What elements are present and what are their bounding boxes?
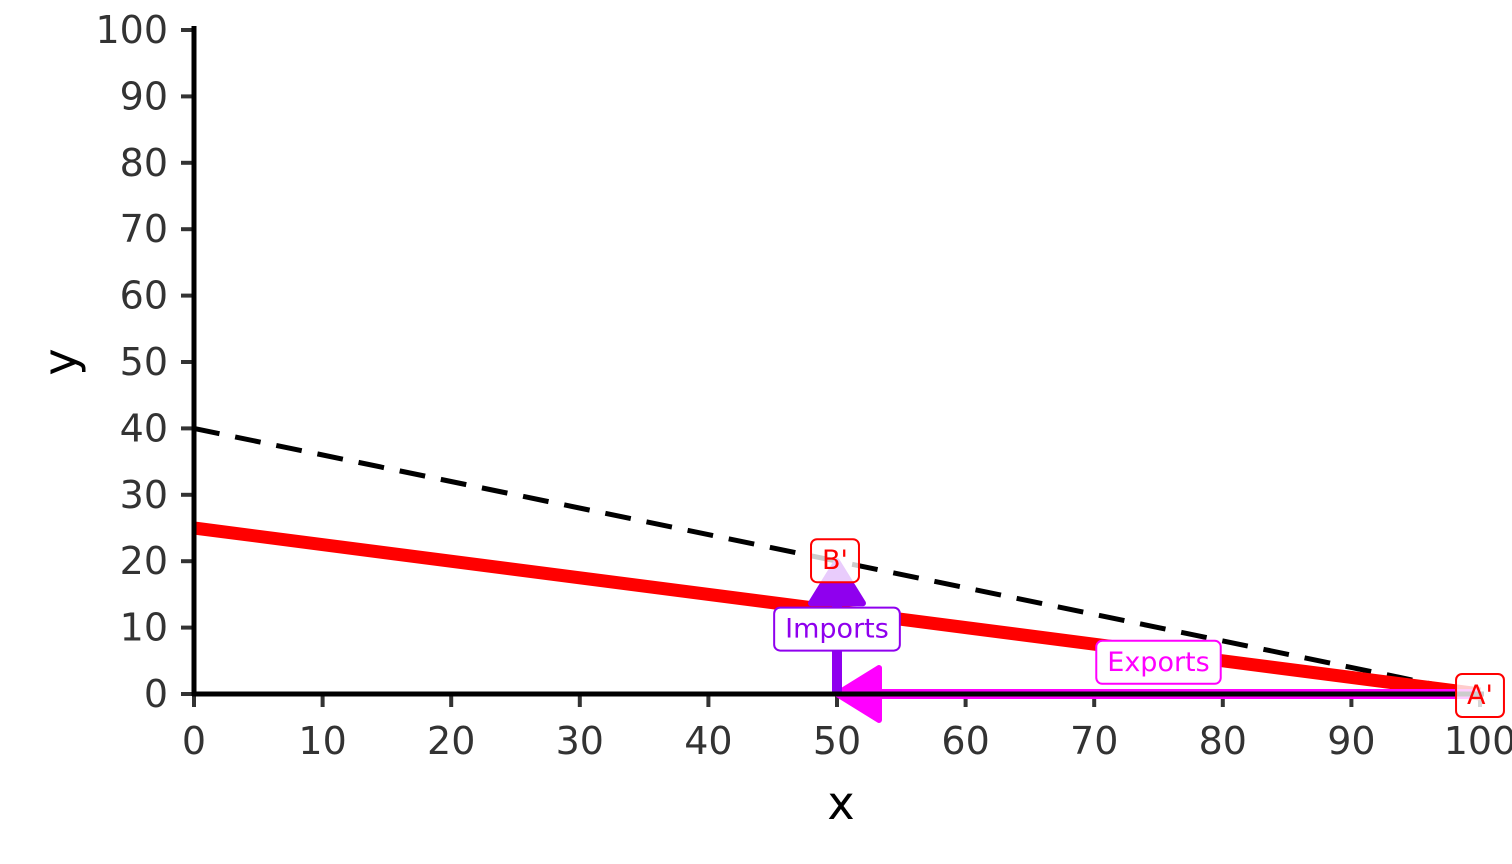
x-tick-label: 60 [941, 719, 989, 763]
y-tick-label: 80 [120, 141, 168, 185]
axes [191, 26, 1484, 697]
x-tick-label: 100 [1444, 719, 1512, 763]
labels: Exports Imports A' B' [773, 538, 1505, 718]
x-tick-label: 40 [684, 719, 732, 763]
y-tick-label: 0 [144, 672, 168, 716]
point-label-0: A' [1455, 673, 1505, 718]
y-tick-label: 100 [95, 8, 168, 52]
x-tick-label: 10 [298, 719, 346, 763]
exports-label-text: Exports [1107, 647, 1209, 678]
dashed-line [193, 425, 1481, 697]
x-tick-label: 0 [182, 719, 206, 763]
imports-label-box [773, 606, 901, 652]
y-tick-label: 90 [120, 74, 168, 118]
x-tick-label: 80 [1199, 719, 1247, 763]
x-tick-label: 30 [556, 719, 604, 763]
y-tick-label: 10 [120, 606, 168, 650]
imports-label: Imports [773, 606, 901, 652]
ticks: 0 10 20 30 40 50 60 70 80 90 100 0 10 20 30 40 50 60 70 80 9… [95, 8, 1512, 763]
point-label-0-text: A' [1467, 680, 1493, 711]
x-tick-label: 50 [813, 719, 861, 763]
y-axis-title: y [33, 348, 87, 375]
point-label-1: B' [810, 538, 860, 584]
y-tick-label: 30 [120, 473, 168, 517]
imports-label-text: Imports [785, 614, 889, 645]
exports-label-box [1095, 639, 1222, 685]
y-tick-label: 20 [120, 539, 168, 583]
y-tick-label: 40 [120, 406, 168, 450]
y-tick-label: 60 [120, 274, 168, 318]
x-axis-title: x [827, 776, 854, 830]
y-tick-label: 50 [120, 340, 168, 384]
point-label-1-text: B' [822, 545, 848, 576]
exports-label: Exports [1095, 639, 1222, 685]
x-tick-label: 20 [427, 719, 475, 763]
point-label-1-box [810, 538, 860, 584]
x-tick-label: 90 [1327, 719, 1375, 763]
y-tick-label: 70 [120, 207, 168, 251]
point-label-0-box [1455, 673, 1505, 718]
x-tick-label: 70 [1070, 719, 1118, 763]
